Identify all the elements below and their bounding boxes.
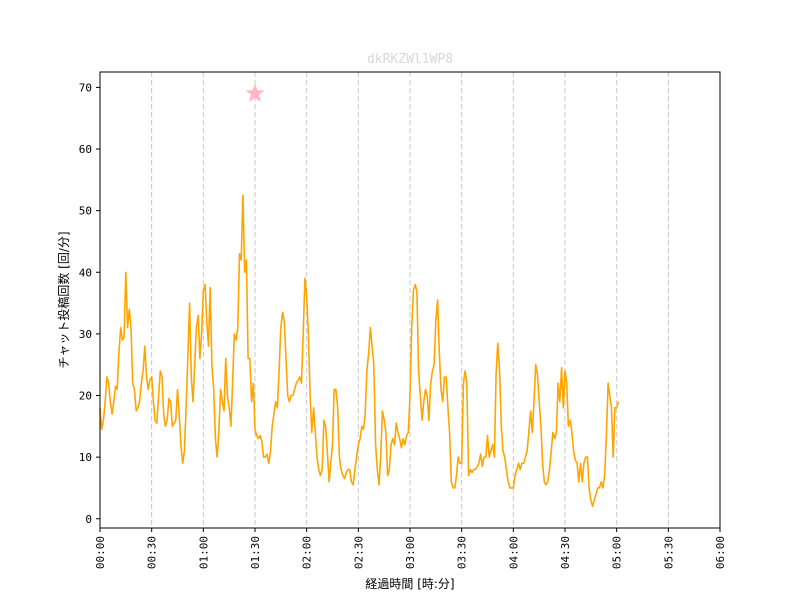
x-tick-label: 04:00 [507, 536, 520, 569]
y-axis: 0 10 20 30 40 50 60 70 [79, 81, 100, 526]
star-marker [245, 83, 265, 102]
x-axis: 00:00 00:30 01:00 01:30 02:00 02:30 03:00 03:30… [94, 528, 727, 569]
x-tick-label: 01:30 [249, 536, 262, 569]
x-axis-label: 経過時間 [時:分] [365, 577, 454, 591]
y-tick-label: 60 [79, 143, 92, 156]
y-tick-label: 70 [79, 81, 92, 94]
x-tick-label: 01:00 [197, 536, 210, 569]
x-tick-label: 05:30 [662, 536, 675, 569]
x-tick-label: 02:30 [352, 536, 365, 569]
x-tick-label: 06:00 [714, 536, 727, 569]
x-tick-label: 05:00 [611, 536, 624, 569]
y-tick-label: 40 [79, 266, 92, 279]
x-tick-label: 03:30 [456, 536, 469, 569]
x-tick-label: 02:00 [301, 536, 314, 569]
y-tick-label: 30 [79, 328, 92, 341]
y-tick-label: 50 [79, 205, 92, 218]
series-line [99, 194, 620, 508]
y-tick-label: 0 [85, 513, 92, 526]
x-tick-label: 03:00 [404, 536, 417, 569]
y-axis-label: チャット投稿回数 [回/分] [56, 231, 71, 368]
y-tick-label: 20 [79, 390, 92, 403]
x-tick-label: 00:30 [146, 536, 159, 569]
chart-title: dkRKZWl1WP8 [367, 52, 453, 67]
y-tick-label: 10 [79, 451, 92, 464]
grid [151, 72, 669, 528]
x-tick-label: 00:00 [94, 536, 107, 569]
x-tick-label: 04:30 [559, 536, 572, 569]
